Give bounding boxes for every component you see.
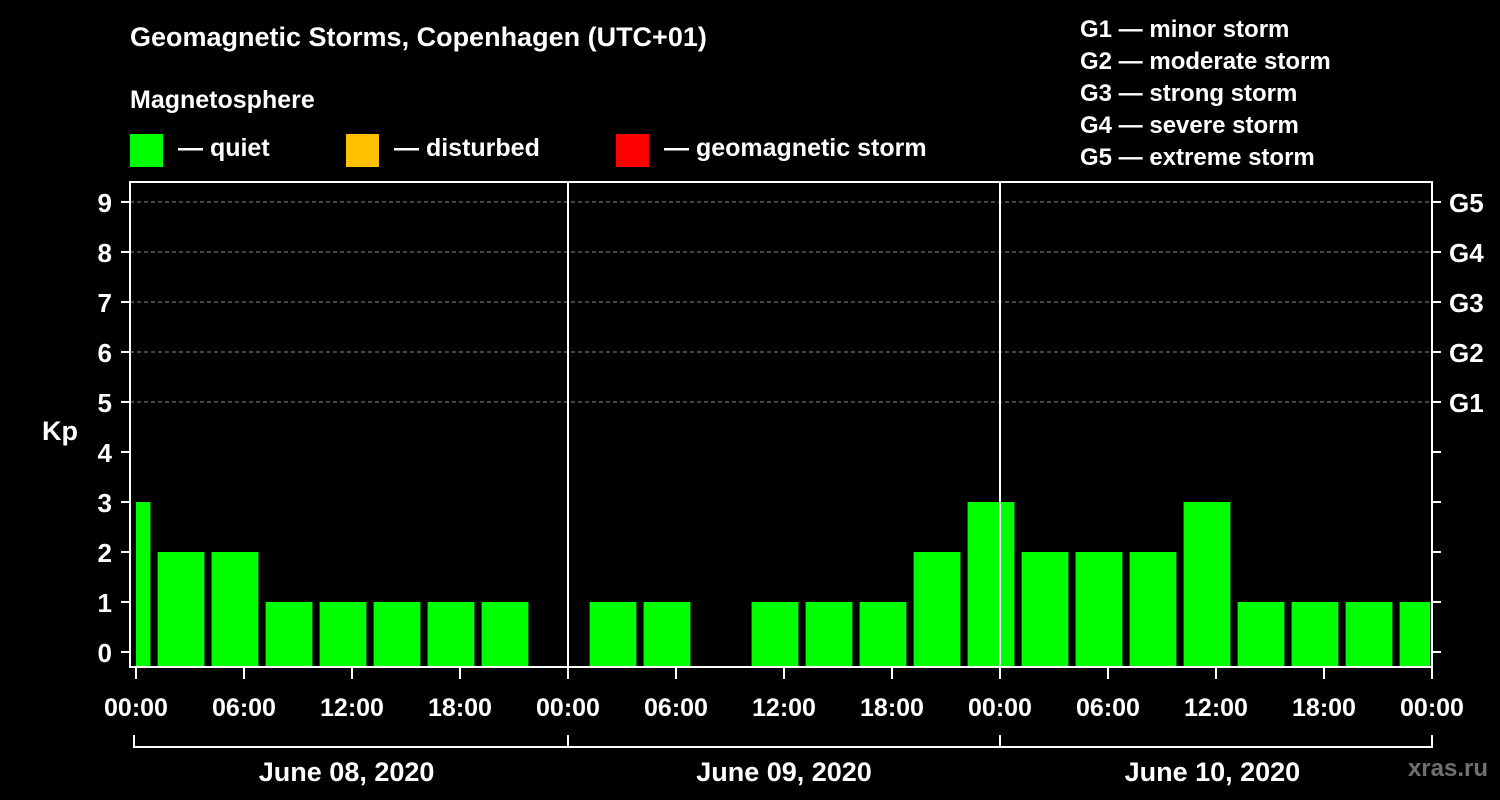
kp-bar-8	[589, 602, 637, 667]
x-tick-label-5: 06:00	[644, 694, 708, 722]
y-tick-label-1: 1	[98, 588, 112, 618]
storm-scale-g2: G2 — moderate storm	[1080, 48, 1331, 75]
kp-bar-14	[967, 502, 1015, 667]
kp-bar-21	[1345, 602, 1393, 667]
day-label-0: June 08, 2020	[259, 757, 435, 787]
kp-bar-17	[1129, 552, 1177, 667]
kp-bar-16	[1075, 552, 1123, 667]
g-label-g1: G1	[1449, 388, 1484, 418]
legend-label-quiet: — quiet	[178, 134, 270, 162]
day-label-2: June 10, 2020	[1125, 757, 1301, 787]
x-tick-label-0: 00:00	[104, 694, 168, 722]
kp-bar-6	[427, 602, 475, 667]
kp-bar-15	[1021, 552, 1069, 667]
x-tick-label-1: 06:00	[212, 694, 276, 722]
legend-label-storm: — geomagnetic storm	[664, 134, 927, 162]
plot-frame	[129, 181, 1433, 668]
g-label-g4: G4	[1449, 238, 1484, 268]
x-tick-label-7: 18:00	[860, 694, 924, 722]
x-tick-label-8: 00:00	[968, 694, 1032, 722]
kp-bar-18	[1183, 502, 1231, 667]
x-tick-label-3: 18:00	[428, 694, 492, 722]
y-tick-label-3: 3	[98, 488, 112, 518]
storm-scale-g3: G3 — strong storm	[1080, 80, 1298, 107]
day-label-1: June 09, 2020	[696, 757, 872, 787]
x-tick-label-9: 06:00	[1076, 694, 1140, 722]
y-axis-label: Kp	[42, 416, 78, 446]
y-tick-label-6: 6	[98, 338, 112, 368]
kp-bar-12	[859, 602, 907, 667]
kp-bar-19	[1237, 602, 1285, 667]
y-tick-label-0: 0	[98, 638, 112, 668]
kp-bar-7	[481, 602, 529, 667]
legend-swatch-disturbed	[346, 134, 379, 167]
kp-bar-5	[373, 602, 421, 667]
y-tick-label-7: 7	[98, 288, 112, 318]
kp-bar-22	[1399, 602, 1431, 667]
x-tick-label-2: 12:00	[320, 694, 384, 722]
y-tick-label-5: 5	[98, 388, 112, 418]
kp-bar-1	[157, 552, 205, 667]
y-tick-label-9: 9	[98, 188, 112, 218]
kp-bar-3	[265, 602, 313, 667]
kp-bar-20	[1291, 602, 1339, 667]
kp-bar-13	[913, 552, 961, 667]
storm-scale-g1: G1 — minor storm	[1080, 16, 1290, 43]
x-tick-label-6: 12:00	[752, 694, 816, 722]
watermark: xras.ru	[1407, 755, 1488, 782]
chart-title: Geomagnetic Storms, Copenhagen (UTC+01)	[130, 22, 707, 52]
kp-bar-0	[136, 502, 151, 667]
legend-swatch-storm	[616, 134, 649, 167]
magnetosphere-label: Magnetosphere	[130, 86, 315, 114]
kp-bar-11	[805, 602, 853, 667]
kp-bar-10	[751, 602, 799, 667]
legend-label-disturbed: — disturbed	[394, 134, 540, 162]
kp-bar-2	[211, 552, 259, 667]
y-tick-label-8: 8	[98, 238, 112, 268]
storm-scale-g4: G4 — severe storm	[1080, 112, 1299, 139]
y-tick-label-2: 2	[98, 538, 112, 568]
storm-scale-g5: G5 — extreme storm	[1080, 144, 1315, 171]
x-tick-label-10: 12:00	[1184, 694, 1248, 722]
g-label-g3: G3	[1449, 288, 1484, 318]
x-tick-label-11: 18:00	[1292, 694, 1356, 722]
legend-swatch-quiet	[130, 134, 163, 167]
x-tick-label-12: 00:00	[1400, 694, 1464, 722]
g-label-g2: G2	[1449, 338, 1484, 368]
x-tick-label-4: 00:00	[536, 694, 600, 722]
y-tick-label-4: 4	[98, 438, 113, 468]
kp-bar-4	[319, 602, 367, 667]
kp-bar-9	[643, 602, 691, 667]
g-label-g5: G5	[1449, 188, 1484, 218]
